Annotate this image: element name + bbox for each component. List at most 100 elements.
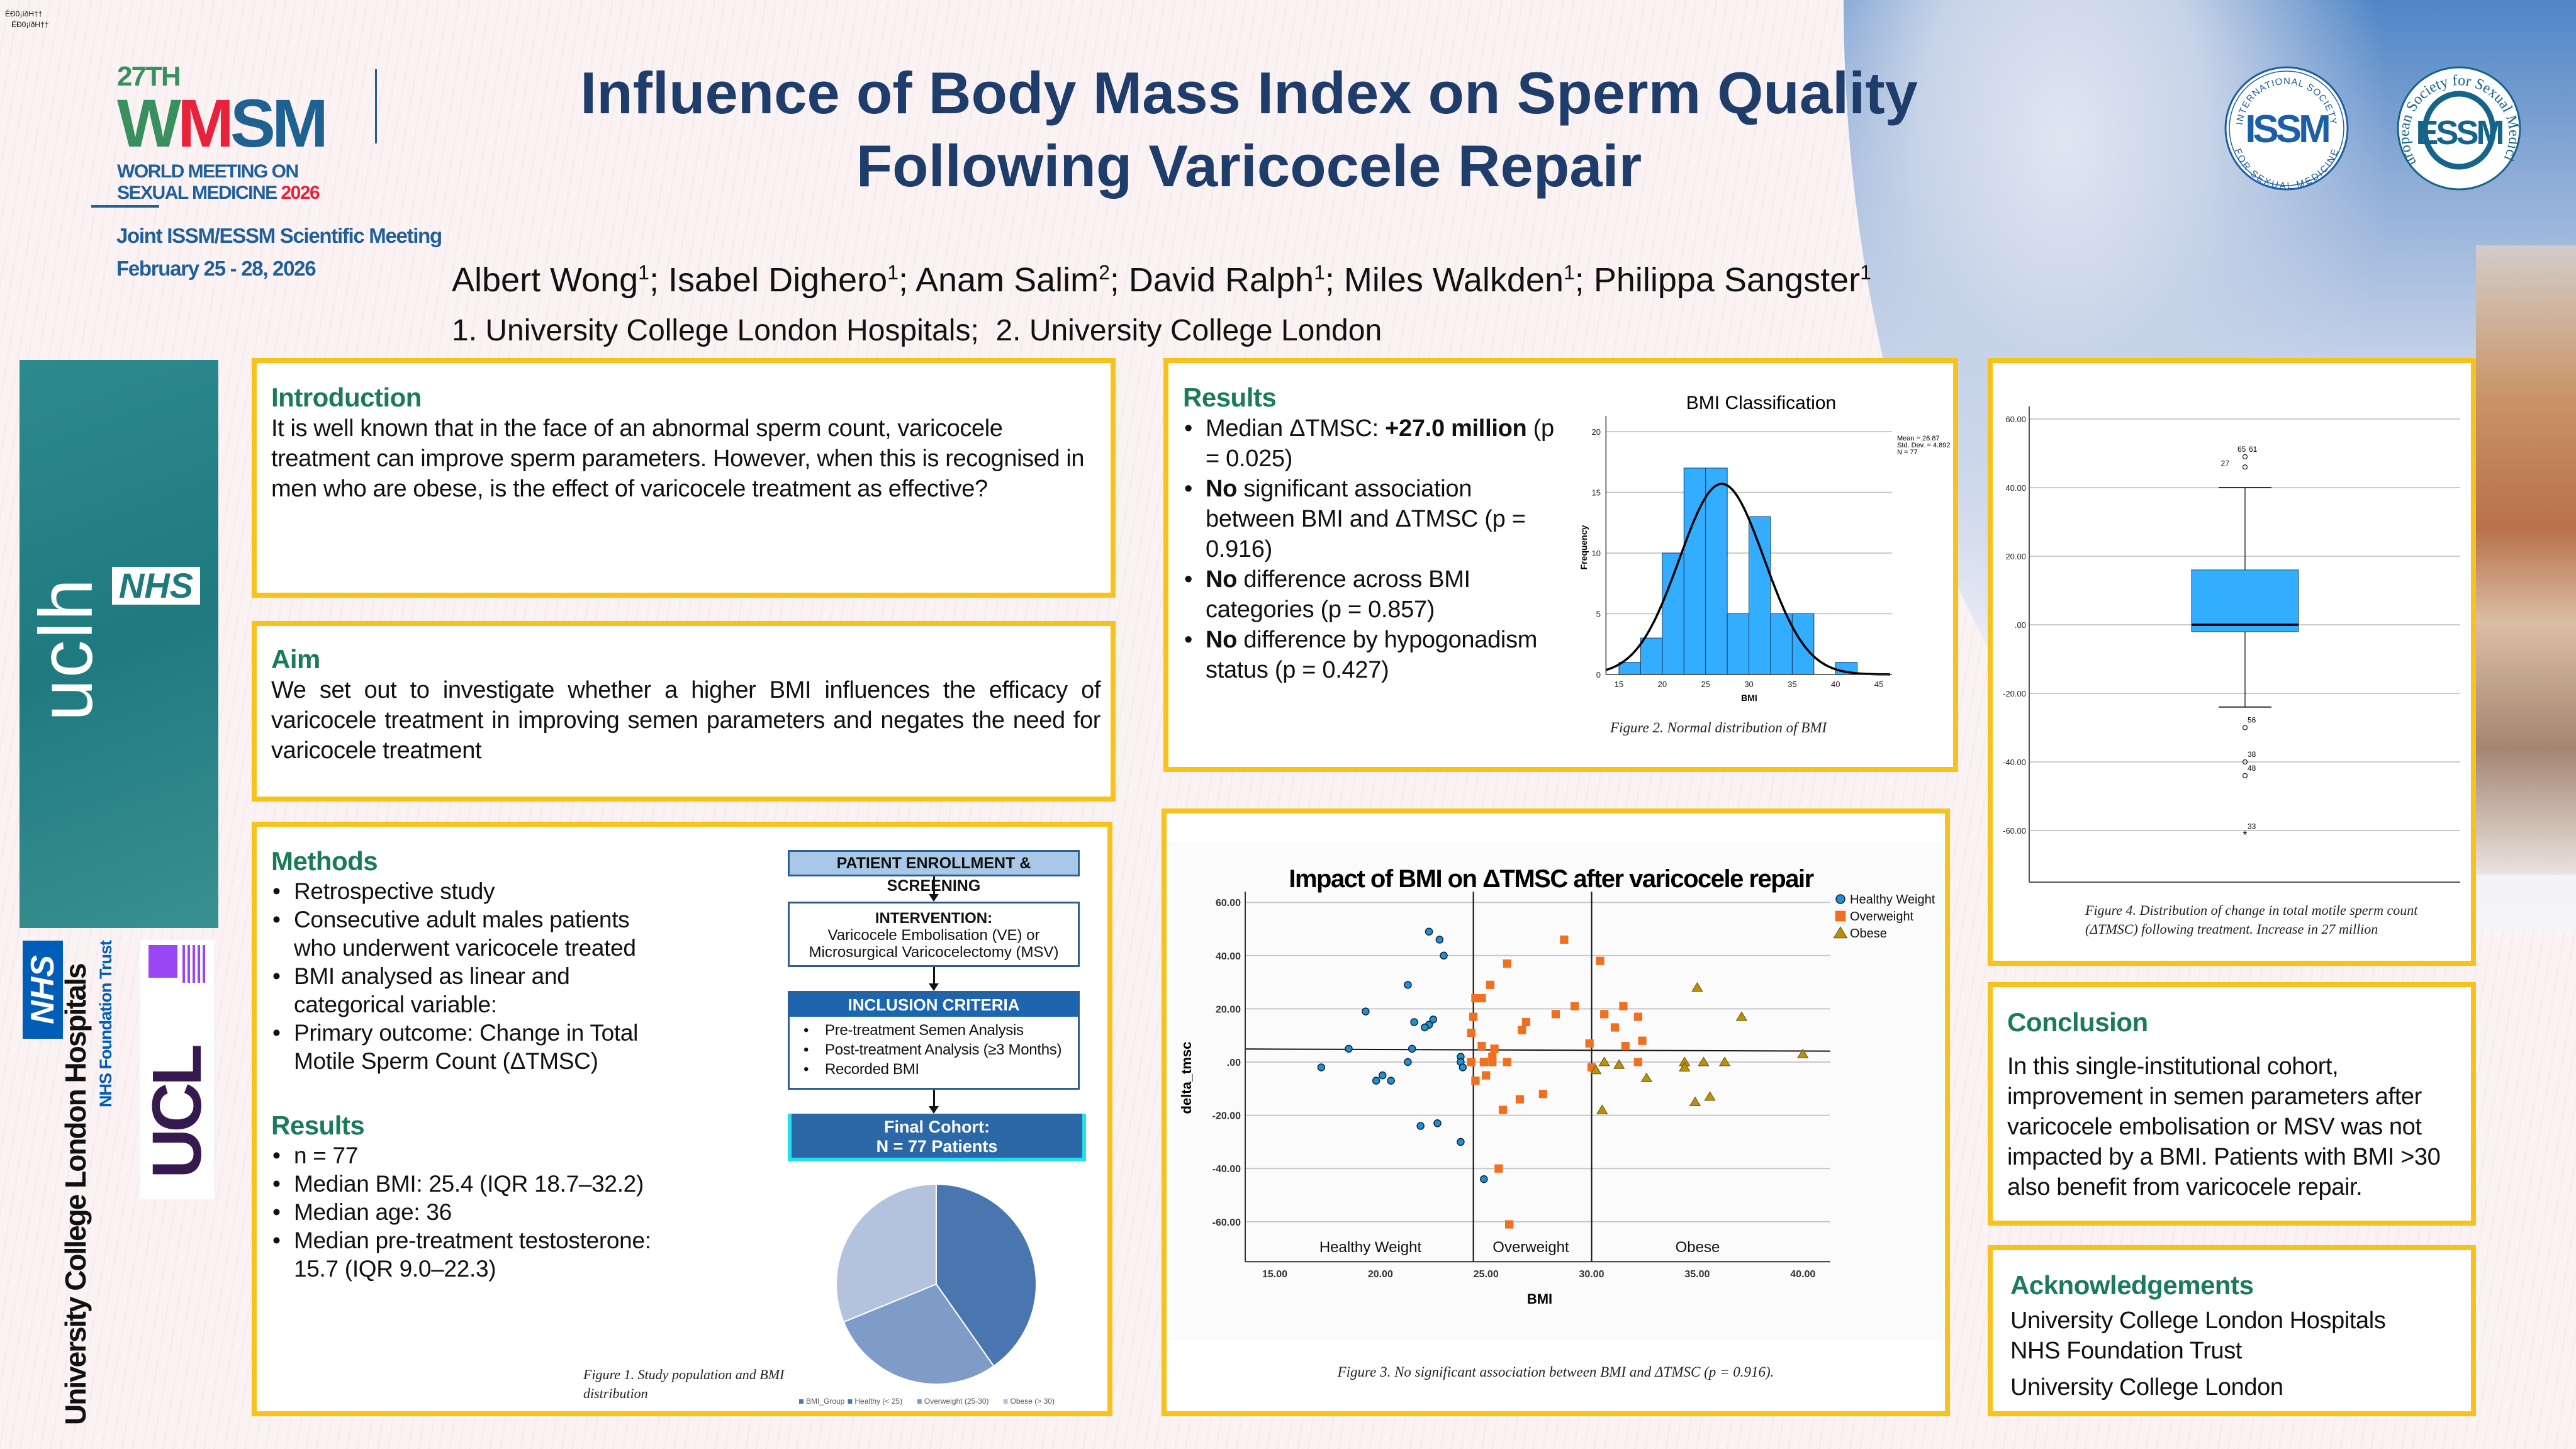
list-item: Post-treatment Analysis (≥3 Months) <box>802 1040 1078 1060</box>
histogram-bar <box>1791 613 1815 675</box>
histogram-bar <box>1705 467 1728 675</box>
text: significant association between BMI and … <box>1206 476 1526 562</box>
conclusion-panel: Conclusion In this single-institutional … <box>1988 982 2476 1226</box>
x-tick-label: 40 <box>1831 680 1840 689</box>
logo-line1: WORLD MEETING ON <box>117 161 299 182</box>
stats-text: N = 77 <box>1897 449 1918 456</box>
scatter-point-square <box>1551 1010 1560 1019</box>
list-item: Pre-treatment Semen Analysis <box>802 1021 1078 1040</box>
scatter-point-circle <box>1345 1044 1353 1053</box>
list-item: Consecutive adult males patients who und… <box>271 905 674 962</box>
y-tick-label: -20.00 <box>2003 689 2026 698</box>
scatter-point-triangle <box>1735 1011 1748 1021</box>
aim-panel: Aim We set out to investigate whether a … <box>252 621 1116 802</box>
pie-slice <box>843 1283 995 1385</box>
list-item: Median pre-treatment testosterone: 15.7 … <box>271 1226 674 1283</box>
y-axis-label: delta_tmsc <box>1179 1042 1194 1114</box>
scatter-point-circle <box>1410 1018 1418 1026</box>
legend-marker-triangle <box>1833 926 1848 939</box>
emphasis-text: No <box>1206 476 1238 502</box>
region-label: Obese <box>1676 1239 1720 1256</box>
x-tick-label: 30.00 <box>1579 1269 1604 1280</box>
outlier-label: 61 <box>2249 445 2258 454</box>
logo-divider <box>375 69 377 143</box>
list-item: Primary outcome: Change in Total Motile … <box>271 1019 674 1075</box>
scatter-point-circle <box>1433 1119 1442 1127</box>
scatter-point-triangle <box>1689 1096 1701 1106</box>
scatter-point-square <box>1471 1077 1480 1085</box>
scatter-point-triangle <box>1640 1072 1652 1082</box>
scatter-point-circle <box>1429 1015 1438 1024</box>
y-tick-label: 20.00 <box>1216 1004 1241 1015</box>
ucl-portico-icon <box>148 945 177 978</box>
legend-label: BMI_Group <box>806 1397 845 1406</box>
list-item: Median BMI: 25.4 (IQR 18.7–32.2) <box>271 1170 674 1198</box>
scatter-point-circle <box>1440 951 1448 960</box>
scatter-point-triangle <box>1590 1065 1602 1075</box>
flow-step-enrollment: PATIENT ENROLLMENT & SCREENING <box>788 850 1080 895</box>
text: (p = 0.025) <box>1206 415 1554 472</box>
trust-name: NHS Foundation Trust <box>96 941 115 1107</box>
scatter-point-square <box>1571 1002 1579 1010</box>
author-list: Albert Wong1; Isabel Dighero1; Anam Sali… <box>452 261 1871 299</box>
methods-list: Retrospective studyConsecutive adult mal… <box>271 877 674 1075</box>
scatter-point-square <box>1633 1058 1643 1066</box>
outlier-label: 33 <box>2248 822 2256 831</box>
results-panel: Results Median ΔTMSC: +27.0 million (p =… <box>1163 358 1958 772</box>
y-tick-label: 20 <box>1592 427 1601 437</box>
iqr-box <box>2191 569 2299 632</box>
legend-label: Obese (> 30) <box>1011 1397 1055 1406</box>
scatter-point-circle <box>1378 1071 1387 1080</box>
logo-edition: 27TH <box>117 61 181 92</box>
scatter-point-square <box>1486 980 1495 989</box>
uclh-wordmark: uclh <box>24 577 109 722</box>
section-heading: Results <box>271 1111 365 1140</box>
chart-title: BMI Classification <box>1686 393 1836 413</box>
y-tick-label: 20.00 <box>2005 552 2026 561</box>
flow-step-intervention: INTERVENTION: Varicocele Embolisation (V… <box>788 902 1080 967</box>
stats-text: Mean = 26.87 <box>1897 435 1940 442</box>
scatter-point-triangle <box>1797 1048 1809 1058</box>
figure1-caption: Figure 1. Study population and BMI distr… <box>583 1367 785 1401</box>
y-tick-label: 40.00 <box>2005 483 2026 493</box>
scatter-point-square <box>1621 1042 1630 1051</box>
bmi-group-pie-chart: BMI_Group Healthy (< 25) Overweight (25-30… <box>799 1183 1055 1406</box>
x-tick-label: 20.00 <box>1368 1269 1393 1280</box>
y-tick-label: 60.00 <box>1216 898 1241 909</box>
legend-label: Obese <box>1850 927 1887 941</box>
scatter-point-circle <box>1457 1138 1465 1146</box>
scatter-point-square <box>1477 993 1486 1003</box>
legend-swatch <box>917 1399 922 1404</box>
scatter-point-triangle <box>1596 1104 1608 1114</box>
scatter-point-triangle <box>1679 1061 1691 1072</box>
list-item: No significant association between BMI a… <box>1183 474 1560 564</box>
aim-text: We set out to investigate whether a high… <box>271 677 1100 764</box>
histogram-bar <box>1770 613 1793 675</box>
corner-code-line: ÉÐ0¡íðH†† <box>5 9 43 18</box>
meeting-dates: February 25 - 28, 2026 <box>116 257 316 280</box>
outlier-point <box>2242 759 2248 765</box>
scatter-point-circle <box>1425 927 1433 936</box>
y-tick-label: .00 <box>2015 620 2026 630</box>
scatter-point-square <box>1467 1058 1476 1066</box>
list-item: Median ΔTMSC: +27.0 million (p = 0.025) <box>1183 413 1560 474</box>
scatter-point-square <box>1503 1058 1511 1066</box>
logo-line2-text: SEXUAL MEDICINE <box>117 182 277 203</box>
scatter-point-square <box>1482 1071 1491 1080</box>
wmsm-logo: 27TH WMSM WORLD MEETING ON SEXUAL MEDICI… <box>117 61 328 204</box>
scatter-point-square <box>1490 1044 1499 1053</box>
introduction-text: It is well known that in the face of an … <box>271 415 1085 502</box>
flow-arrow-icon <box>929 876 939 902</box>
scatter-point-circle <box>1459 1063 1467 1071</box>
tmsc-boxplot: 60.00 40.00 20.00 .00 -20.00 -40.00 -60.00 65 61… <box>2003 406 2460 883</box>
histogram-bar <box>1618 662 1641 675</box>
logo-underline <box>91 205 159 208</box>
scatter-point-square <box>1505 1220 1514 1229</box>
scatter-point-triangle <box>1704 1091 1716 1101</box>
author-name: Philippa Sangster <box>1593 261 1861 299</box>
list-item: No difference across BMI categories (p =… <box>1183 564 1560 625</box>
scatter-point-square <box>1610 1023 1620 1032</box>
text: difference by hypogonadism status (p = 0… <box>1206 627 1538 683</box>
y-tick-label: -60.00 <box>2003 826 2026 836</box>
y-axis-label: Frequency <box>1579 525 1589 569</box>
